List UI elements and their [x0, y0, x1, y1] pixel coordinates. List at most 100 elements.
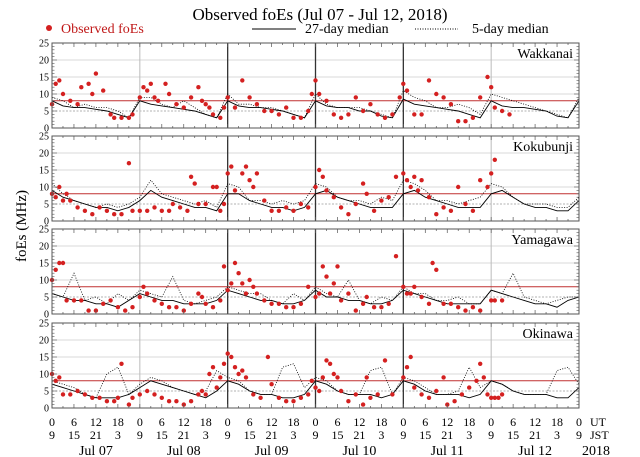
x-tick-label-ut: 0	[400, 415, 406, 429]
station-name: Yamagawa	[511, 233, 573, 248]
x-tick-label-ut: 18	[375, 415, 387, 429]
observed-point	[115, 305, 121, 310]
observed-point	[492, 298, 497, 303]
observed-point	[324, 274, 329, 279]
observed-point	[291, 399, 296, 404]
observed-point	[53, 378, 58, 383]
observed-point	[276, 395, 282, 400]
observed-point	[298, 201, 304, 207]
observed-point	[236, 371, 241, 377]
observed-point	[382, 115, 388, 121]
observed-point	[145, 388, 150, 394]
observed-point	[101, 88, 106, 93]
y-tick-label: 0	[44, 310, 49, 321]
observed-point	[331, 281, 336, 286]
observed-point	[232, 188, 238, 193]
observed-point	[379, 198, 384, 203]
x-tick-label-jst: 21	[90, 428, 102, 442]
observed-point	[346, 399, 351, 404]
x-tick-label-jst: 3	[466, 428, 472, 442]
observed-point	[123, 308, 128, 313]
observed-point	[331, 371, 336, 377]
observed-point	[192, 181, 197, 186]
observed-point	[60, 198, 66, 203]
observed-point	[360, 301, 366, 306]
observed-point	[207, 105, 212, 110]
y-tick-label: 15	[39, 259, 49, 270]
day-label: Jul 09	[255, 444, 289, 457]
observed-point	[177, 205, 183, 210]
observed-point	[229, 164, 234, 169]
x-tick-label-jst: 21	[353, 428, 365, 442]
observed-point	[130, 305, 135, 310]
y-tick-label: 0	[44, 404, 49, 415]
observed-point	[75, 388, 80, 394]
x-tick-label-ut: 12	[178, 415, 190, 429]
observed-point	[485, 74, 490, 80]
observed-point	[313, 78, 318, 83]
observed-point	[86, 81, 91, 87]
legend-27day-label: 27-day median	[305, 22, 389, 37]
observed-point	[236, 271, 241, 276]
observed-point	[284, 205, 289, 210]
y-tick-label: 5	[44, 107, 49, 118]
observed-point	[207, 371, 212, 377]
observed-point	[291, 115, 296, 121]
observed-point	[221, 361, 227, 366]
observed-point	[218, 298, 223, 303]
observed-point	[225, 351, 230, 356]
observed-point	[64, 191, 69, 196]
observed-point	[141, 85, 146, 90]
x-tick-label-jst: 15	[419, 428, 431, 442]
y-tick-label: 10	[39, 90, 49, 101]
observed-point	[338, 205, 344, 210]
observed-point	[360, 108, 366, 114]
observed-point	[338, 115, 344, 121]
station-name: Kokubunji	[513, 140, 573, 155]
observed-point	[441, 95, 446, 100]
observed-point	[507, 112, 512, 117]
observed-point	[481, 375, 486, 380]
observed-point	[313, 184, 318, 190]
observed-point	[434, 267, 439, 272]
observed-point	[159, 208, 164, 213]
day-label: Jul 10	[342, 444, 376, 457]
observed-point	[251, 392, 256, 397]
observed-point	[408, 184, 413, 190]
x-tick-label-jst: 15	[244, 428, 256, 442]
observed-point	[221, 105, 227, 110]
observed-point	[119, 212, 124, 217]
observed-point	[320, 174, 325, 179]
observed-point	[368, 395, 373, 400]
observed-point	[430, 260, 435, 266]
observed-point	[478, 361, 483, 366]
median-27day-line	[51, 189, 580, 212]
observed-point	[346, 112, 351, 117]
x-tick-label-jst: 15	[507, 428, 519, 442]
observed-point	[404, 365, 410, 370]
y-tick-label: 15	[39, 73, 49, 84]
observed-point	[79, 85, 84, 90]
x-tick-label-jst: 21	[178, 428, 190, 442]
x-tick-label-jst: 3	[378, 428, 384, 442]
x-tick-label-jst: 15	[331, 428, 343, 442]
observed-point	[456, 184, 461, 190]
observed-point	[489, 298, 494, 303]
observed-point	[379, 305, 384, 310]
x-tick-label-jst: 21	[441, 428, 453, 442]
observed-point	[412, 284, 417, 289]
observed-point	[456, 305, 461, 310]
observed-point	[196, 291, 201, 296]
observed-point	[265, 354, 271, 360]
y-tick-label: 25	[39, 132, 49, 143]
observed-point	[247, 277, 252, 283]
jst-label: JST	[590, 428, 609, 442]
x-tick-label-jst: 15	[68, 428, 80, 442]
observed-point	[434, 212, 439, 217]
observed-point	[240, 368, 245, 373]
x-tick-label-jst: 3	[115, 428, 121, 442]
observed-point	[291, 208, 296, 213]
observed-point	[306, 284, 311, 289]
observed-point	[338, 298, 344, 303]
observed-point	[203, 301, 208, 306]
